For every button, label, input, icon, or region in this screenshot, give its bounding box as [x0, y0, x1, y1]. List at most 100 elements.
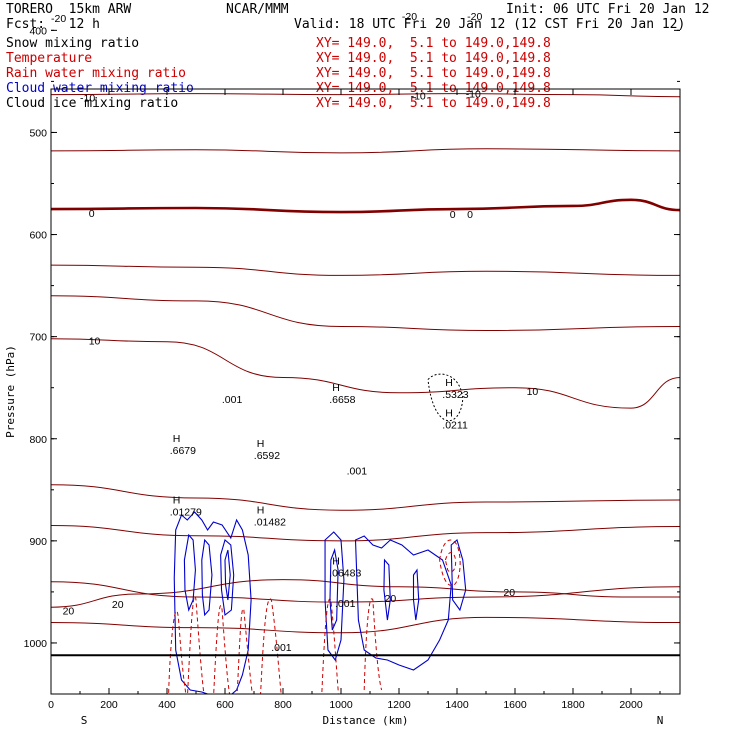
legend-label: Cloud ice mixing ratio: [6, 96, 179, 111]
y-tick-label: 700: [29, 332, 47, 344]
y-tick-label: 1000: [24, 638, 48, 650]
x-tick-label: 200: [100, 699, 118, 711]
isotherm-label: -20: [51, 13, 66, 25]
header-valid: Valid: 18 UTC Fri 20 Jan 12 (12 CST Fri …: [294, 17, 686, 32]
cloud-water-max-marker: H: [173, 433, 181, 445]
header-org: NCAR/MMM: [226, 2, 289, 17]
isotherm-label: -10: [411, 91, 426, 103]
cloud-water-contour: [225, 550, 230, 600]
plot-area: [51, 13, 680, 720]
isotherm: [51, 148, 680, 154]
isotherm-label: 0: [450, 209, 456, 221]
isotherm-20: [51, 579, 680, 608]
isotherm: [51, 581, 680, 603]
isotherm-label: 20: [385, 593, 397, 605]
isotherm: [51, 58, 680, 60]
rain-water-max-value: .0211: [442, 420, 468, 432]
isotherm-label: -20: [467, 11, 482, 23]
cloud-water-contour: [184, 535, 195, 610]
x-tick-label: 1600: [503, 699, 527, 711]
isotherm-label: 10: [89, 336, 101, 348]
isotherm: [51, 616, 680, 634]
cloud-water-max-value: .6679: [170, 445, 196, 457]
cloud-water-contour: [202, 540, 212, 615]
cloud-water-contour: [330, 550, 338, 630]
rain-water-contour: [168, 611, 187, 700]
isotherm-label: -20: [402, 11, 417, 23]
x-tick-label: 600: [216, 699, 234, 711]
cloud-water-max-marker: H: [257, 438, 265, 450]
rain-water-max-value: .06483: [329, 568, 361, 580]
y-tick-label: 800: [29, 434, 47, 446]
y-tick-label: 400: [29, 25, 47, 37]
cloud-water-contour: [384, 560, 390, 620]
isotherm: [51, 295, 680, 332]
x-tick-label: 2000: [619, 699, 643, 711]
isotherm-label: -10: [466, 89, 481, 101]
legend-xy: XY= 149.0, 5.1 to 149.0,149.8: [316, 36, 551, 51]
rain-water-max-value: .001: [271, 642, 292, 654]
isotherm-label: 0: [89, 208, 95, 220]
cloud-water-contour: [325, 532, 344, 660]
cloud-water-max-value: .6592: [254, 450, 280, 462]
rain-water-contour: [213, 606, 230, 700]
x-tick-label: 400: [158, 699, 176, 711]
header-fcst: Fcst: 12 h: [6, 17, 100, 32]
rain-water-contour: [440, 540, 461, 586]
legend-label: Snow mixing ratio: [6, 36, 140, 51]
header-init: Init: 06 UTC Fri 20 Jan 12: [506, 2, 710, 17]
cloud-water-max-value: .001: [347, 465, 368, 477]
x-tick-label: 1800: [561, 699, 585, 711]
rain-water-contour: [321, 599, 341, 720]
x-tick-label: 1200: [387, 699, 411, 711]
x-tick-label: 800: [274, 699, 292, 711]
snow-contour: [427, 373, 464, 422]
rain-water-max-value: .01482: [254, 517, 286, 529]
cloud-water-contour: [221, 540, 234, 615]
isotherm: [51, 264, 680, 276]
rain-water-max-marker: H: [173, 494, 181, 506]
cloud-water-max-value: .001: [222, 394, 243, 406]
legend-xy: XY= 149.0, 5.1 to 149.0,149.8: [316, 96, 551, 111]
south-label: S: [81, 714, 88, 727]
x-axis-label: Distance (km): [322, 714, 408, 727]
header-model: TORERO 15km ARW: [6, 2, 132, 17]
isotherm-label: 10: [527, 386, 539, 398]
legend-label: Temperature: [6, 51, 93, 66]
north-label: N: [657, 714, 664, 727]
isotherm-label: 20: [503, 587, 515, 599]
cloud-water-max-marker: H: [332, 382, 340, 394]
rain-water-contour: [364, 599, 381, 690]
y-axis-label: Pressure (hPa): [4, 345, 17, 438]
legend-xy: XY= 149.0, 5.1 to 149.0,149.8: [316, 66, 551, 81]
plot-frame: [50, 88, 681, 695]
isotherm--20: [51, 13, 680, 17]
rain-water-contour: [187, 596, 204, 700]
isotherm: [51, 484, 680, 511]
rain-water-contour: [260, 599, 283, 710]
x-tick-label: 1000: [329, 699, 353, 711]
y-tick-label: 900: [29, 536, 47, 548]
isotherm-label: 20: [63, 605, 75, 617]
legend-label: Rain water mixing ratio: [6, 66, 187, 81]
cloud-water-contour: [414, 570, 419, 620]
isotherm-10: [51, 338, 680, 409]
isotherm-label: 0: [467, 209, 473, 221]
snow-max-value: .5323: [442, 389, 468, 401]
cloud-water-max-value: .6658: [329, 394, 355, 406]
isotherm: [51, 525, 680, 542]
rain-water-contour: [237, 609, 254, 705]
legend-xy: XY= 149.0, 5.1 to 149.0,149.8: [316, 51, 551, 66]
cloud-water-contour: [451, 540, 466, 610]
cloud-water-contour: [356, 536, 452, 670]
rain-water-contour: [445, 553, 455, 572]
rain-water-max-marker: H: [445, 408, 453, 420]
x-tick-label: 1400: [445, 699, 469, 711]
rain-water-max-marker: H: [257, 505, 265, 517]
rain-water-max-value: .001: [335, 598, 356, 610]
isotherm-label: 20: [112, 599, 124, 611]
x-tick-label: 0: [48, 699, 54, 711]
rain-water-max-value: .01279: [170, 506, 202, 518]
y-tick-label: 500: [29, 127, 47, 139]
